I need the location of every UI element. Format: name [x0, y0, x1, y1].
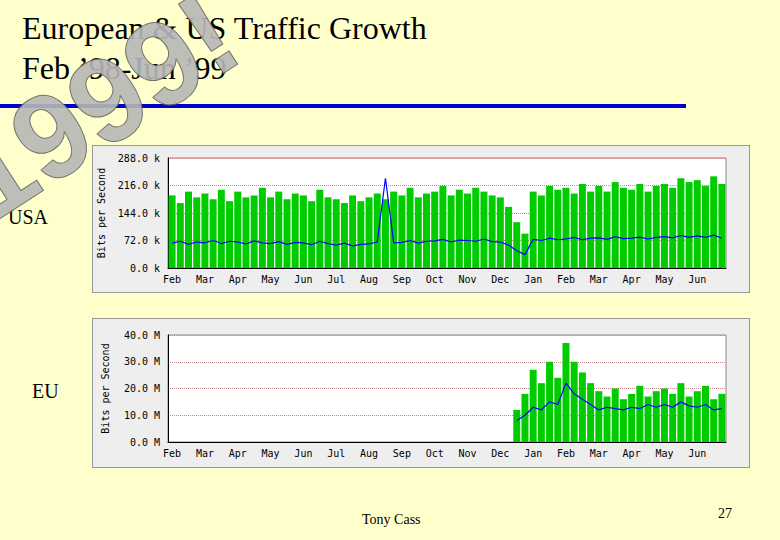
svg-text:Jul: Jul: [327, 274, 345, 285]
svg-text:144.0 k: 144.0 k: [118, 208, 160, 219]
svg-text:Jun: Jun: [294, 448, 312, 459]
svg-text:Nov: Nov: [458, 448, 476, 459]
svg-text:Mar: Mar: [196, 274, 214, 285]
svg-text:10.0 M: 10.0 M: [124, 410, 160, 421]
html-text:Feb ’98-Jun ’99: Feb ’98-Jun ’99: [22, 50, 227, 86]
html-text:Tony Cass: Tony Cass: [362, 512, 421, 527]
svg-text:Mar: Mar: [590, 274, 608, 285]
svg-text:72.0 k: 72.0 k: [124, 235, 160, 246]
html-text:USA: USA: [8, 206, 48, 228]
svg-text:May: May: [655, 448, 673, 459]
html-text:EU: EU: [32, 380, 59, 402]
svg-text:Apr: Apr: [623, 448, 641, 459]
svg-text:Jun: Jun: [688, 448, 706, 459]
svg-text:Nov: Nov: [458, 274, 476, 285]
svg-text:Aug: Aug: [360, 274, 378, 285]
svg-text:0.0 M: 0.0 M: [130, 437, 160, 448]
svg-text:40.0 M: 40.0 M: [124, 330, 160, 341]
svg-text:Apr: Apr: [623, 274, 641, 285]
svg-text:Oct: Oct: [426, 274, 444, 285]
svg-text:May: May: [262, 448, 280, 459]
svg-text:May: May: [655, 274, 673, 285]
svg-text:30.0 M: 30.0 M: [124, 356, 160, 367]
svg-text:Bits per Second: Bits per Second: [96, 168, 107, 258]
svg-text:Oct: Oct: [426, 448, 444, 459]
svg-text:Feb: Feb: [557, 274, 575, 285]
svg-text:Jun: Jun: [688, 274, 706, 285]
svg-text:Dec: Dec: [491, 274, 509, 285]
svg-text:Sep: Sep: [393, 274, 411, 285]
svg-text:288.0 k: 288.0 k: [117, 152, 160, 164]
svg-text:May: May: [262, 274, 280, 285]
svg-text:20.0 M: 20.0 M: [124, 383, 160, 394]
svg-text:0.0 k: 0.0 k: [130, 263, 160, 274]
svg-text:Apr: Apr: [229, 274, 247, 285]
svg-text:Feb: Feb: [163, 448, 181, 459]
svg-text:Jun: Jun: [294, 274, 312, 285]
svg-text:Mar: Mar: [590, 448, 608, 459]
svg-text:Dec: Dec: [491, 448, 509, 459]
svg-text:Feb: Feb: [163, 274, 181, 285]
svg-text:Jan: Jan: [524, 448, 542, 459]
svg-text:216.0 k: 216.0 k: [118, 180, 160, 191]
svg-text:Aug: Aug: [360, 448, 378, 459]
svg-text:Sep: Sep: [393, 448, 411, 459]
html-text:European & US Traffic Growth: European & US Traffic Growth: [22, 10, 427, 46]
svg-text:Jul: Jul: [327, 448, 345, 459]
svg-text:Jan: Jan: [524, 274, 542, 285]
svg-text:Apr: Apr: [229, 448, 247, 459]
html-text:27: 27: [718, 506, 732, 521]
svg-text:Feb: Feb: [557, 448, 575, 459]
svg-text:Mar: Mar: [196, 448, 214, 459]
svg-text:Bits per Second: Bits per Second: [100, 343, 111, 433]
